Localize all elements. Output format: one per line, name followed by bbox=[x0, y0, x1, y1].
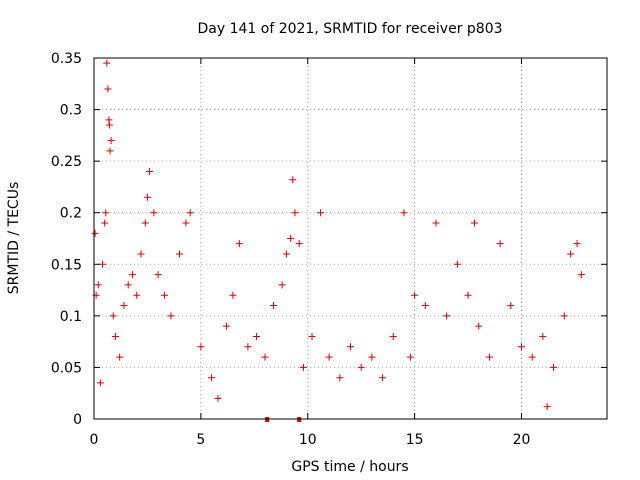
data-point bbox=[141, 219, 149, 227]
data-point bbox=[539, 332, 547, 340]
data-point bbox=[560, 312, 568, 320]
data-point bbox=[577, 271, 585, 279]
data-point bbox=[208, 374, 216, 382]
x-axis-label: GPS time / hours bbox=[291, 459, 408, 475]
data-point bbox=[308, 332, 316, 340]
data-point bbox=[347, 343, 354, 351]
data-point bbox=[120, 302, 128, 310]
tick-labels: 0 5 10 15 20 0 0.05 0.1 0.15 0.2 0.25 0.3 0.35 bbox=[51, 51, 531, 448]
x-tick-label: 20 bbox=[513, 432, 531, 448]
data-point bbox=[124, 281, 132, 289]
data-point bbox=[278, 281, 286, 289]
data-point bbox=[94, 281, 102, 289]
data-point bbox=[295, 240, 303, 248]
data-point bbox=[150, 209, 158, 217]
data-point bbox=[101, 219, 109, 227]
data-point bbox=[223, 322, 231, 330]
data-point bbox=[317, 209, 325, 217]
data-point bbox=[528, 353, 536, 361]
data-point bbox=[443, 312, 451, 320]
y-tick-label: 0.15 bbox=[51, 257, 82, 273]
data-point bbox=[411, 291, 419, 299]
data-point bbox=[154, 271, 162, 279]
data-point bbox=[287, 235, 295, 242]
data-point bbox=[543, 403, 551, 411]
data-point bbox=[111, 332, 119, 340]
y-tick-label: 0.2 bbox=[60, 206, 82, 222]
x-tick-label: 5 bbox=[196, 432, 205, 448]
data-point bbox=[116, 353, 124, 361]
data-point bbox=[550, 363, 558, 371]
data-point bbox=[261, 353, 269, 361]
data-point bbox=[299, 363, 307, 371]
data-point bbox=[133, 291, 141, 299]
data-point bbox=[432, 219, 440, 227]
y-tick-label: 0.35 bbox=[51, 51, 82, 67]
data-point bbox=[176, 250, 183, 258]
data-point bbox=[406, 353, 414, 361]
data-points bbox=[91, 59, 585, 411]
data-point bbox=[103, 59, 111, 67]
data-point bbox=[146, 167, 154, 175]
data-point bbox=[167, 312, 175, 320]
data-point bbox=[104, 85, 112, 93]
data-point bbox=[282, 250, 290, 258]
data-point bbox=[400, 209, 408, 217]
data-point bbox=[235, 240, 243, 248]
data-point bbox=[289, 176, 297, 184]
data-point bbox=[96, 379, 104, 387]
data-point bbox=[105, 121, 113, 129]
data-point bbox=[573, 240, 581, 248]
data-point bbox=[229, 291, 237, 299]
y-tick-label: 0.05 bbox=[51, 360, 82, 376]
grid-lines bbox=[94, 58, 607, 419]
data-point bbox=[389, 332, 397, 340]
data-point bbox=[336, 374, 344, 382]
chart-title: Day 141 of 2021, SRMTID for receiver p80… bbox=[197, 21, 502, 37]
plot-frame bbox=[93, 57, 608, 420]
data-point bbox=[186, 209, 194, 217]
data-point bbox=[507, 302, 515, 310]
data-point bbox=[161, 291, 169, 299]
data-point bbox=[453, 260, 461, 268]
data-point bbox=[128, 271, 136, 279]
data-point bbox=[291, 209, 299, 217]
y-tick-label: 0.3 bbox=[60, 103, 82, 119]
data-point bbox=[357, 363, 365, 371]
data-point bbox=[485, 353, 493, 361]
data-point bbox=[107, 137, 115, 145]
data-point bbox=[197, 343, 205, 351]
x-tick-label: 10 bbox=[299, 432, 317, 448]
y-axis-label: SRMTID / TECUs bbox=[6, 182, 22, 295]
data-point bbox=[368, 353, 376, 361]
data-point bbox=[106, 147, 114, 155]
data-point bbox=[421, 302, 429, 310]
data-point bbox=[252, 332, 260, 340]
y-tick-label: 0.1 bbox=[60, 309, 82, 325]
x-tick-label: 0 bbox=[90, 432, 99, 448]
data-point bbox=[518, 343, 525, 351]
x-tick-label: 15 bbox=[406, 432, 424, 448]
data-point bbox=[379, 374, 387, 382]
data-point bbox=[214, 394, 222, 402]
y-tick-label: 0 bbox=[73, 412, 82, 428]
y-tick-label: 0.25 bbox=[51, 154, 82, 170]
data-point bbox=[270, 302, 278, 310]
data-point bbox=[137, 250, 145, 258]
data-point bbox=[102, 209, 110, 217]
data-point bbox=[143, 193, 151, 201]
data-point bbox=[91, 229, 99, 237]
data-point bbox=[182, 219, 190, 227]
data-point bbox=[109, 312, 117, 320]
data-point bbox=[475, 322, 483, 330]
data-point bbox=[496, 240, 504, 248]
data-point bbox=[464, 291, 472, 299]
data-point bbox=[244, 343, 252, 351]
data-point bbox=[99, 260, 107, 268]
data-point bbox=[325, 353, 333, 361]
data-point bbox=[470, 219, 478, 227]
data-point bbox=[567, 250, 575, 258]
